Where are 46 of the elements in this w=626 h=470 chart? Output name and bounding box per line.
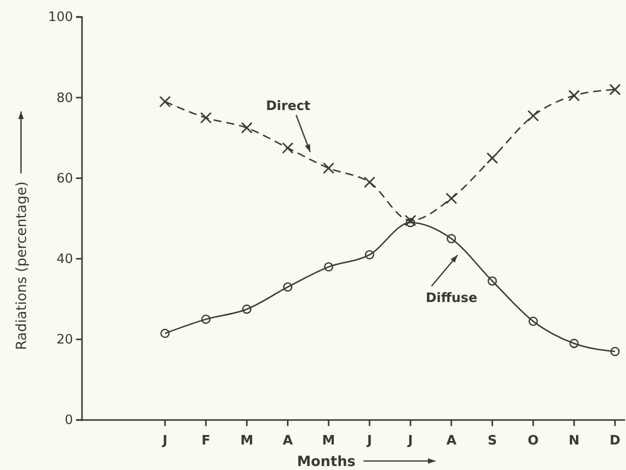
x-tick-label: S (488, 434, 497, 449)
x-axis-title: Months (297, 454, 356, 470)
point (364, 176, 376, 188)
point (200, 112, 212, 124)
point (568, 90, 580, 102)
point (610, 346, 620, 356)
point (527, 110, 539, 122)
y-tick-label: 0 (64, 413, 73, 428)
point (406, 218, 416, 228)
point (241, 122, 253, 134)
point (486, 152, 498, 164)
point (609, 84, 621, 96)
y-tick-label: 100 (48, 10, 73, 26)
point (282, 142, 294, 154)
x-tick-label: J (407, 434, 413, 449)
point (528, 316, 538, 326)
y-tick-label: 60 (56, 171, 73, 186)
y-tick-label: 40 (56, 252, 73, 267)
legend-label: Diffuse (426, 291, 478, 306)
point (488, 276, 497, 286)
series-label: Direct (266, 99, 310, 114)
y-tick-label: 20 (56, 332, 73, 348)
x-tick-label: J (366, 434, 372, 449)
x-tick-label: A (446, 434, 456, 449)
point (160, 328, 170, 338)
x-tick-label: N (568, 434, 580, 449)
point (159, 96, 171, 108)
x-tick-label: J (162, 434, 168, 449)
point (324, 262, 334, 272)
x-tick-label: M (322, 434, 336, 449)
point (283, 282, 292, 292)
x-tick-label: M (240, 434, 254, 449)
point (404, 214, 416, 226)
point (201, 314, 211, 324)
y-tick-label: 80 (56, 90, 73, 106)
x-tick-label: A (282, 434, 293, 449)
x-tick-label: F (201, 434, 210, 449)
point (446, 192, 458, 204)
y-axis-title: Radiations (percentage) (14, 181, 30, 350)
x-tick-label: O (528, 434, 539, 449)
point (242, 304, 252, 314)
point (569, 338, 579, 348)
point (364, 250, 374, 260)
x-tick-label: D (610, 434, 621, 449)
point (446, 234, 456, 244)
point (322, 162, 334, 174)
